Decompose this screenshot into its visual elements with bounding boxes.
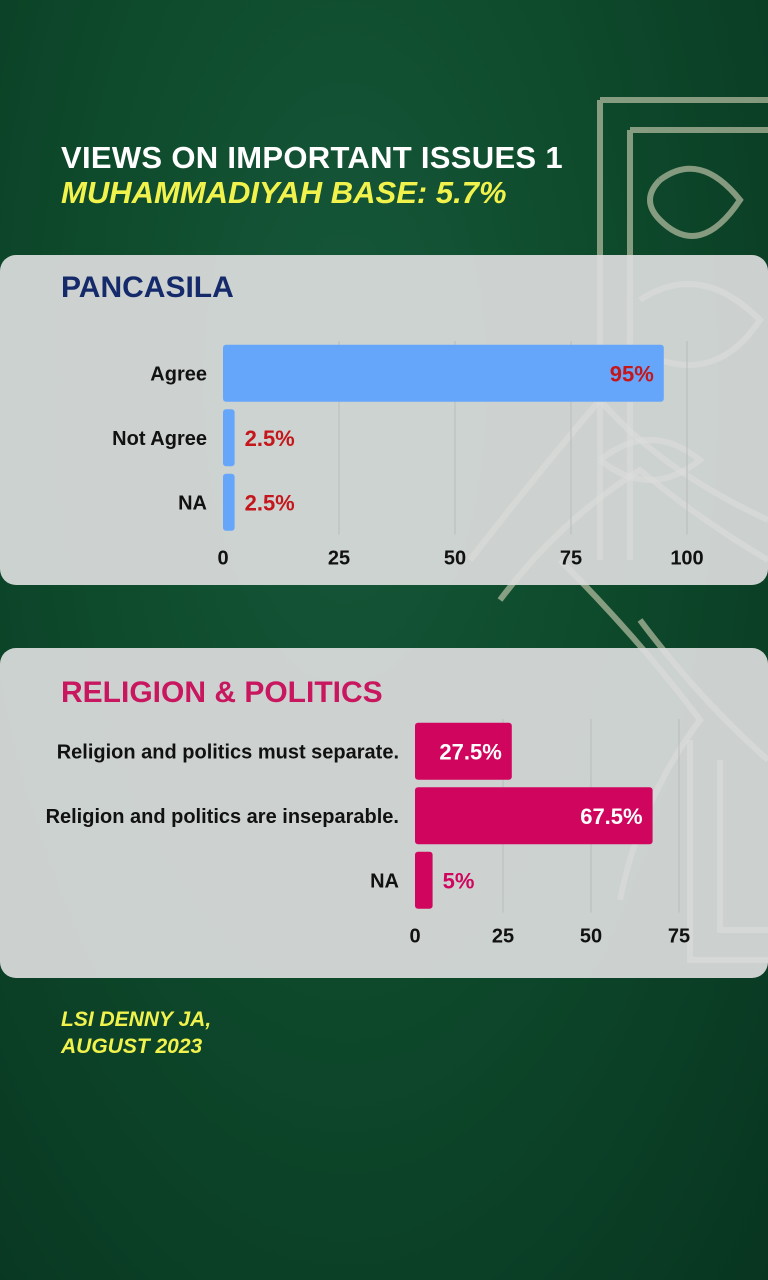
category-label: Religion and politics are inseparable. (46, 806, 399, 828)
religion-politics-chart: 0 25 50 75 Religion and politics must separa… (46, 719, 690, 948)
data-label: 95% (610, 361, 654, 386)
x-tick-label: 75 (560, 548, 582, 570)
bar (415, 787, 653, 845)
category-label: NA (370, 870, 399, 892)
data-label: 5% (443, 868, 475, 893)
x-tick-label: 25 (328, 548, 350, 570)
x-tick-label: 100 (670, 548, 703, 570)
bar (223, 473, 235, 531)
pancasila-panel: PANCASILA 0 25 50 75 100 Agree 95% Not Agree 2.5… (0, 255, 768, 585)
data-label: 27.5% (439, 739, 501, 764)
x-tick-label: 0 (217, 548, 228, 570)
category-label: NA (178, 492, 207, 514)
bar (415, 722, 512, 780)
x-tick-label: 0 (409, 926, 420, 948)
pancasila-chart: 0 25 50 75 100 Agree 95% Not Agree 2.5% NA 2.5% (112, 341, 704, 570)
data-label: 67.5% (580, 804, 642, 829)
category-label: Not Agree (112, 428, 207, 450)
religion-politics-panel: RELIGION & POLITICS 0 25 50 75 Religion and … (0, 648, 768, 978)
data-label: 2.5% (245, 490, 295, 515)
religion-politics-chart-title: RELIGION & POLITICS (61, 676, 383, 709)
data-label: 2.5% (245, 426, 295, 451)
source-line-1: LSI DENNY JA, (61, 1008, 212, 1031)
page-subtitle: MUHAMMADIYAH BASE: 5.7% (61, 175, 507, 210)
x-tick-label: 50 (444, 548, 466, 570)
bar (223, 344, 664, 402)
x-tick-label: 50 (580, 926, 602, 948)
source-line-2: AUGUST 2023 (61, 1035, 203, 1058)
x-tick-label: 25 (492, 926, 514, 948)
source-credit: LSI DENNY JA, AUGUST 2023 (61, 1006, 211, 1060)
category-label: Agree (150, 363, 207, 385)
x-tick-label: 75 (668, 926, 690, 948)
category-label: Religion and politics must separate. (57, 741, 399, 763)
bar (415, 851, 433, 909)
page-title: VIEWS ON IMPORTANT ISSUES 1 (61, 140, 563, 175)
pancasila-chart-title: PANCASILA (61, 271, 234, 304)
bar (223, 409, 235, 467)
